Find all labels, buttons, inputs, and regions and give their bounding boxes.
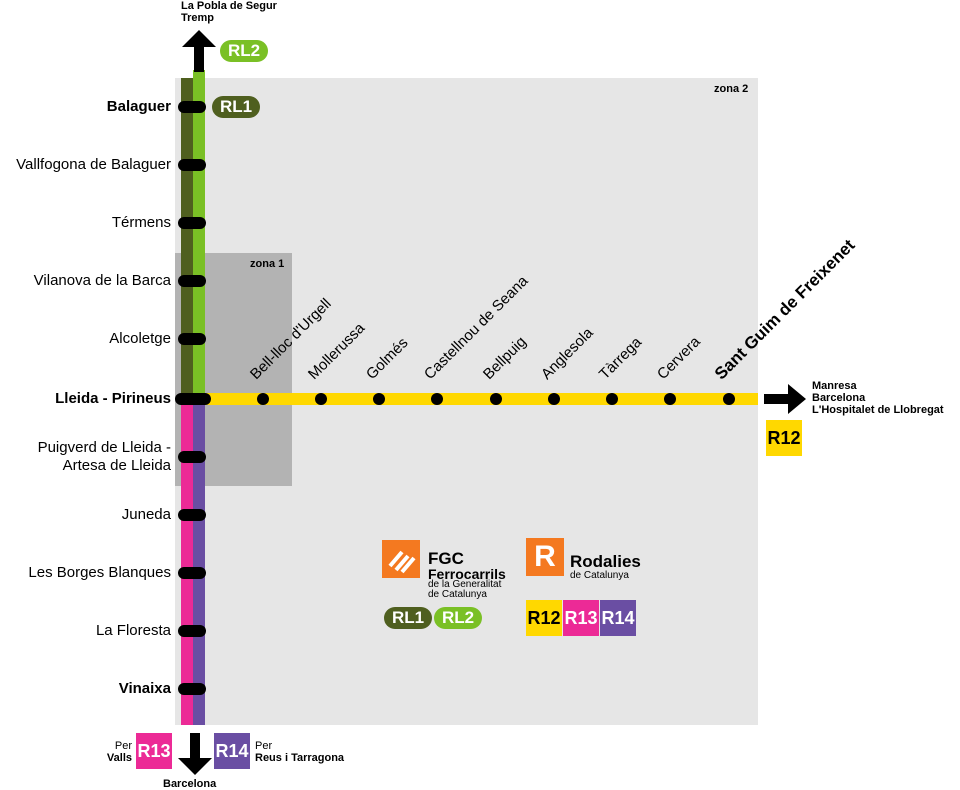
fgc-subtitle: Ferrocarrils	[428, 566, 506, 582]
rodalies-desc: de Catalunya	[570, 570, 629, 581]
rodalies-name: Rodalies	[570, 552, 641, 571]
station-label: Vallfogona de Balaguer	[16, 156, 171, 173]
east-destinations: Manresa Barcelona L'Hospitalet de Llobre…	[812, 380, 944, 416]
station-marker	[373, 393, 385, 405]
station-marker	[175, 393, 211, 405]
station-marker	[178, 509, 206, 521]
station-label: Térmens	[111, 214, 171, 231]
fgc-desc-2: de Catalunya	[428, 589, 487, 600]
fgc-name: FGC	[428, 549, 464, 568]
station-marker	[664, 393, 676, 405]
station-label: Juneda	[121, 506, 171, 523]
r12-badge: R12	[766, 420, 802, 456]
line-rl1	[181, 78, 193, 400]
legend-r14: R14	[600, 600, 636, 636]
station-marker	[431, 393, 443, 405]
station-marker	[178, 217, 206, 229]
station-marker	[257, 393, 269, 405]
per-label: Per	[255, 740, 273, 752]
station-marker	[178, 275, 206, 287]
line-r12	[200, 393, 758, 405]
station-marker	[178, 159, 206, 171]
station-marker	[178, 333, 206, 345]
legend-rl1: RL1	[384, 607, 433, 629]
station-marker	[490, 393, 502, 405]
per-label: Per	[114, 740, 132, 752]
arrow-up-icon	[182, 30, 216, 72]
zone-2-label: zona 2	[714, 83, 749, 95]
station-marker	[606, 393, 618, 405]
station-label: Les Borges Blanques	[28, 564, 171, 581]
south-left-label: Per Valls	[100, 740, 132, 764]
destination-valls: Valls	[106, 752, 132, 764]
station-label: La Floresta	[95, 622, 171, 639]
rl2-badge: RL2	[220, 40, 269, 62]
station-label: Lleida - Pirineus	[55, 390, 171, 407]
station-marker	[178, 451, 206, 463]
destination-tremp: Tremp	[181, 12, 215, 24]
r13-badge: R13	[136, 733, 172, 769]
station-marker	[178, 567, 206, 579]
fgc-desc: de la Generalitat de Catalunya	[428, 580, 501, 600]
destination-manresa: Manresa	[812, 380, 857, 392]
legend-r13: R13	[563, 600, 599, 636]
zone-1-label: zona 1	[250, 258, 285, 270]
destination-la-pobla: La Pobla de Segur	[181, 0, 277, 12]
destination-hospitalet: L'Hospitalet de Llobregat	[812, 404, 944, 416]
fgc-desc-1: de la Generalitat	[428, 579, 502, 590]
station-label: Alcoletge	[109, 330, 171, 347]
r14-badge: R14	[214, 733, 250, 769]
station-marker	[178, 683, 206, 695]
arrow-down-icon	[178, 733, 212, 775]
line-r14	[193, 400, 205, 725]
legend-r12: R12	[526, 600, 562, 636]
north-destinations: La Pobla de Segur Tremp	[181, 0, 277, 24]
station-label: Vinaixa	[118, 680, 171, 697]
station-marker	[315, 393, 327, 405]
station-label: Balaguer	[106, 98, 171, 115]
station-marker	[548, 393, 560, 405]
rl1-badge: RL1	[212, 96, 261, 118]
destination-reus-tarragona: Reus i Tarragona	[255, 752, 345, 764]
line-r13	[181, 400, 193, 725]
station-marker	[178, 625, 206, 637]
arrow-right-icon	[764, 384, 806, 414]
station-marker	[178, 101, 206, 113]
station-label: Puigverd de Lleida - Artesa de Lleida	[37, 439, 171, 474]
station-label: Vilanova de la Barca	[33, 272, 171, 289]
fgc-logo-icon	[382, 540, 420, 578]
station-marker	[723, 393, 735, 405]
legend-rl2: RL2	[434, 607, 483, 629]
destination-barcelona: Barcelona	[812, 392, 866, 404]
south-right-label: Per Reus i Tarragona	[255, 740, 344, 764]
destination-barcelona-south: Barcelona	[163, 778, 217, 790]
rodalies-logo-icon: R	[526, 538, 564, 576]
line-rl2	[193, 70, 205, 400]
